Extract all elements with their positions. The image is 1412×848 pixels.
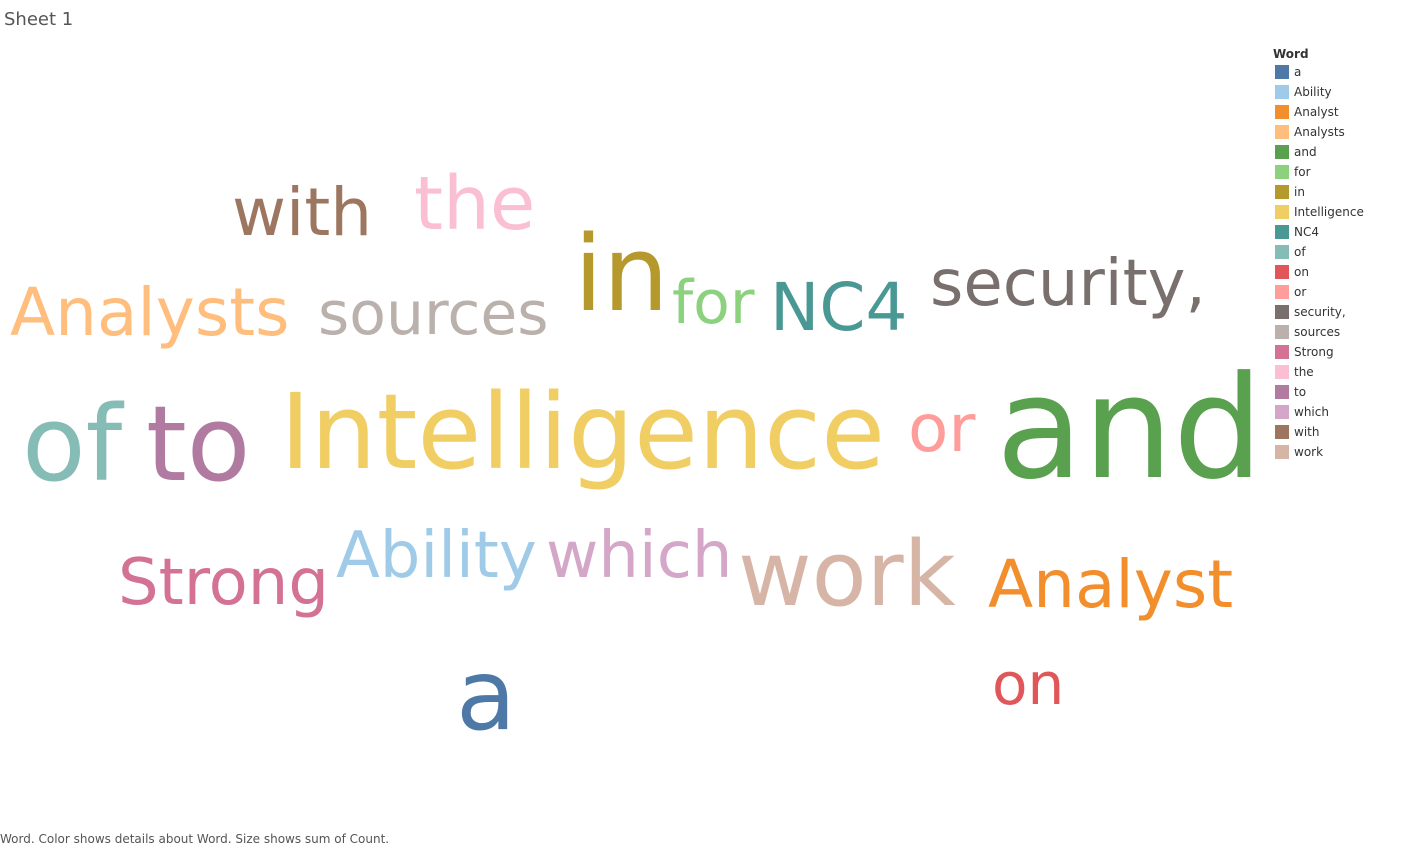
legend-item[interactable]: and <box>1273 142 1408 162</box>
word-work[interactable]: work <box>738 522 956 627</box>
legend-label: for <box>1294 165 1311 179</box>
word-security[interactable]: security, <box>930 247 1206 321</box>
word-on[interactable]: on <box>992 650 1065 718</box>
legend-swatch <box>1275 185 1289 199</box>
legend-swatch <box>1275 105 1289 119</box>
legend-swatch <box>1275 85 1289 99</box>
legend-label: to <box>1294 385 1307 399</box>
legend-item[interactable]: security, <box>1273 302 1408 322</box>
legend-item[interactable]: Intelligence <box>1273 202 1408 222</box>
legend-item[interactable]: NC4 <box>1273 222 1408 242</box>
legend-swatch <box>1275 345 1289 359</box>
word-in[interactable]: in <box>574 213 669 335</box>
legend-item[interactable]: or <box>1273 282 1408 302</box>
legend-label: work <box>1294 445 1324 459</box>
legend-item[interactable]: to <box>1273 382 1408 402</box>
legend-item[interactable]: in <box>1273 182 1408 202</box>
legend-swatch <box>1275 205 1289 219</box>
legend-label: or <box>1294 285 1307 299</box>
legend-label: Analyst <box>1294 105 1339 119</box>
legend-item[interactable]: a <box>1273 62 1408 82</box>
word-intelligence[interactable]: Intelligence <box>280 371 886 493</box>
word-sources[interactable]: sources <box>318 279 549 349</box>
legend-item[interactable]: for <box>1273 162 1408 182</box>
legend-swatch <box>1275 145 1289 159</box>
color-legend[interactable]: Word a Ability Analyst Analysts and for in Inte… <box>1273 46 1408 462</box>
legend-label: sources <box>1294 325 1341 339</box>
word-nc4[interactable]: NC4 <box>770 269 908 346</box>
legend-swatch <box>1275 165 1289 179</box>
legend-swatch <box>1275 285 1289 299</box>
legend-swatch <box>1275 445 1289 459</box>
legend-item[interactable]: Ability <box>1273 82 1408 102</box>
legend-item[interactable]: the <box>1273 362 1408 382</box>
legend-label: on <box>1294 265 1309 279</box>
word-or[interactable]: or <box>908 390 976 467</box>
legend-label: of <box>1294 245 1306 259</box>
word-a[interactable]: a <box>456 639 517 753</box>
legend-item[interactable]: which <box>1273 402 1408 422</box>
legend-item[interactable]: on <box>1273 262 1408 282</box>
legend-label: Analysts <box>1294 125 1345 139</box>
word-analyst[interactable]: Analyst <box>988 546 1234 623</box>
word-of[interactable]: of <box>22 383 123 505</box>
legend-swatch <box>1275 265 1289 279</box>
legend-item[interactable]: work <box>1273 442 1408 462</box>
legend-item[interactable]: with <box>1273 422 1408 442</box>
word-ability[interactable]: Ability <box>336 519 537 593</box>
chart-caption: Word. Color shows details about Word. Si… <box>0 832 390 846</box>
legend-label: Intelligence <box>1294 205 1364 219</box>
word-which[interactable]: which <box>546 519 733 593</box>
legend-item[interactable]: sources <box>1273 322 1408 342</box>
legend-swatch <box>1275 325 1289 339</box>
word-and[interactable]: and <box>996 346 1264 511</box>
sheet-title: Sheet 1 <box>4 9 74 30</box>
legend-label: Ability <box>1294 85 1332 99</box>
word-for[interactable]: for <box>672 268 755 338</box>
legend-swatch <box>1275 365 1289 379</box>
legend-items: a Ability Analyst Analysts and for in Intellige… <box>1273 62 1408 462</box>
legend-label: security, <box>1294 305 1346 319</box>
legend-item[interactable]: Analysts <box>1273 122 1408 142</box>
word-analysts[interactable]: Analysts <box>10 274 290 351</box>
legend-swatch <box>1275 125 1289 139</box>
legend-swatch <box>1275 385 1289 399</box>
legend-label: and <box>1294 145 1317 159</box>
word-the[interactable]: the <box>414 161 536 247</box>
legend-label: NC4 <box>1294 225 1319 239</box>
legend-swatch <box>1275 405 1289 419</box>
legend-item[interactable]: Strong <box>1273 342 1408 362</box>
word-with[interactable]: with <box>232 174 373 251</box>
legend-label: Strong <box>1294 345 1334 359</box>
legend-label: in <box>1294 185 1305 199</box>
legend-title: Word <box>1273 47 1309 61</box>
legend-label: the <box>1294 365 1314 379</box>
word-strong[interactable]: Strong <box>118 546 329 620</box>
legend-swatch <box>1275 305 1289 319</box>
legend-item[interactable]: Analyst <box>1273 102 1408 122</box>
legend-swatch <box>1275 425 1289 439</box>
legend-swatch <box>1275 225 1289 239</box>
legend-label: with <box>1294 425 1320 439</box>
legend-item[interactable]: of <box>1273 242 1408 262</box>
word-cloud: with the Analysts sources in for NC4 security, o… <box>10 161 1264 753</box>
legend-swatch <box>1275 245 1289 259</box>
legend-swatch <box>1275 65 1289 79</box>
word-to[interactable]: to <box>146 383 251 505</box>
legend-label: a <box>1294 65 1302 79</box>
legend-label: which <box>1294 405 1329 419</box>
